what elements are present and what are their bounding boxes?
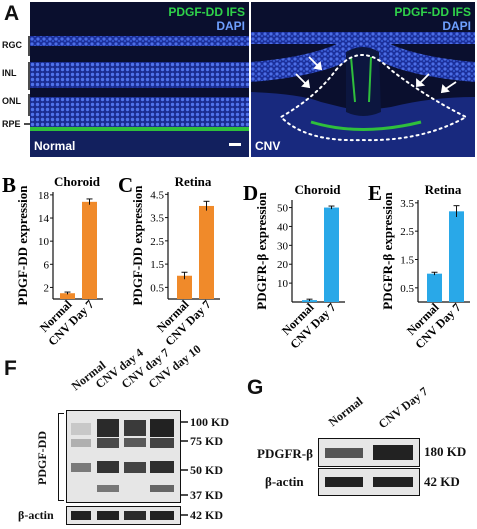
- chart-ylabel-e: PDGFR-β expression: [380, 192, 395, 310]
- chart-ylabel-d: PDGFR-β expression: [254, 192, 269, 310]
- y-tick-label-e-2: 2.5: [400, 226, 414, 238]
- normal-inset-label: Normal: [34, 139, 76, 153]
- chart-title-c: Retina: [175, 174, 212, 189]
- cnv-inset-label: CNV: [255, 139, 281, 153]
- chart-title-b: Choroid: [54, 174, 101, 189]
- g-loading-kd: 42 KD: [424, 474, 460, 489]
- f-target-bracket: [58, 413, 64, 501]
- panel-label-b: B: [2, 173, 16, 197]
- panel-label-c: C: [118, 173, 133, 197]
- g-loading-label: β-actin: [265, 474, 304, 489]
- panel-label-a: A: [4, 2, 20, 25]
- f-marker-50kd: 50 KD: [190, 463, 223, 477]
- g-blot-target: [318, 438, 420, 467]
- f-blot-actin: [66, 506, 181, 525]
- layer-brackets: [24, 36, 34, 127]
- y-tick-label-b-3: 14: [38, 213, 50, 225]
- normal-title: PDGF-DD IFS: [168, 5, 245, 19]
- g-target-bands: [325, 445, 413, 460]
- f-blot-bands: [71, 419, 174, 492]
- y-tick-label-c-1: 1.5: [150, 259, 164, 271]
- y-tick-label-b-2: 10: [38, 236, 50, 248]
- normal-retina-image: [30, 2, 249, 157]
- f-marker-ticks: [180, 421, 188, 516]
- panel-label-g: G: [247, 376, 264, 399]
- micrograph-normal: PDGF-DD IFS DAPI Normal: [30, 2, 249, 157]
- bar-b-0: [60, 293, 75, 299]
- f-loading-kd: 42 KD: [190, 508, 223, 522]
- f-marker-75kd: 75 KD: [190, 434, 223, 448]
- y-tick-label-e-3: 3.5: [400, 198, 414, 210]
- g-actin-bands: [325, 477, 413, 487]
- panel-label-e: E: [368, 181, 382, 205]
- y-tick-label-d-3: 40: [277, 221, 289, 233]
- bar-c-0: [177, 275, 192, 299]
- y-tick-label-b-4: 18: [38, 190, 50, 202]
- g-target-label: PDGFR-β: [257, 446, 313, 461]
- y-tick-label-d-1: 20: [277, 259, 289, 271]
- panel-label-f: F: [4, 357, 17, 380]
- y-tick-label-b-1: 6: [44, 259, 50, 271]
- bar-b-1: [82, 201, 97, 299]
- chart-title-e: Retina: [425, 182, 462, 197]
- y-tick-label-d-4: 50: [277, 203, 289, 215]
- f-marker-37kd: 37 KD: [190, 488, 223, 502]
- y-tick-label-d-0: 10: [277, 278, 289, 290]
- scale-bar: [229, 143, 241, 146]
- chart-title-d: Choroid: [295, 182, 342, 197]
- bar-e-1: [449, 211, 464, 302]
- y-tick-label-d-2: 30: [277, 240, 289, 252]
- layer-label-rpe: RPE: [2, 119, 21, 129]
- chart-ylabel-b: PDGF-DD expression: [15, 185, 30, 306]
- y-tick-label-e-1: 1.5: [400, 255, 414, 267]
- bar-d-1: [324, 207, 339, 302]
- f-blot-target: [66, 410, 181, 503]
- f-marker-100kd: 100 KD: [190, 415, 229, 429]
- cnv-retina-image: [251, 2, 475, 157]
- layer-label-onl: ONL: [2, 96, 21, 106]
- micrograph-cnv: PDGF-DD IFS DAPI CNV: [251, 2, 475, 157]
- f-target-label: PDGF-DD: [35, 431, 49, 485]
- cnv-title: PDGF-DD IFS: [394, 5, 471, 19]
- f-loading-label: β-actin: [18, 508, 54, 522]
- normal-title-marker: PDGF-DD IFS: [168, 5, 245, 19]
- y-tick-label-c-4: 4.5: [150, 189, 164, 201]
- bar-e-0: [427, 273, 442, 302]
- layer-label-rgc: RGC: [2, 40, 22, 50]
- y-tick-label-c-0: 0.5: [150, 282, 164, 294]
- g-target-kd: 180 KD: [424, 444, 467, 459]
- normal-title-stain: DAPI: [216, 19, 245, 33]
- y-tick-label-c-3: 3.5: [150, 213, 164, 225]
- cnv-title-stain: DAPI: [442, 19, 471, 33]
- y-tick-label-e-0: 0.5: [400, 283, 414, 295]
- g-blot-actin: [318, 468, 420, 496]
- bar-c-1: [199, 205, 214, 299]
- cnv-title-marker: PDGF-DD IFS: [394, 5, 471, 19]
- f-actin-bands: [71, 511, 174, 520]
- y-tick-label-b-0: 2: [44, 282, 50, 294]
- chart-ylabel-c: PDGF-DD expression: [130, 185, 145, 306]
- panel-label-d: D: [243, 181, 258, 205]
- layer-label-inl: INL: [2, 68, 17, 78]
- y-tick-label-c-2: 2.5: [150, 236, 164, 248]
